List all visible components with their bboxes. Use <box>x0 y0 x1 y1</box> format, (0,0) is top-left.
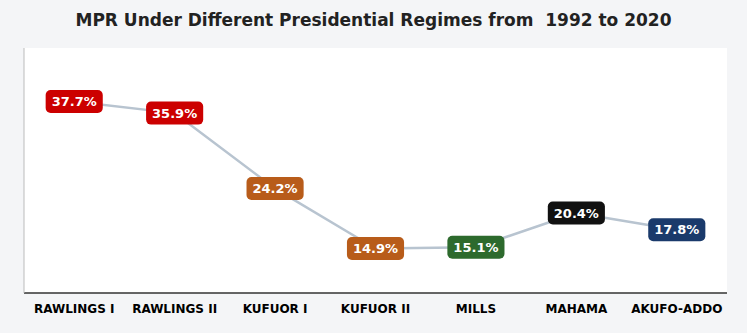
x-tick-label: KUFUOR I <box>243 302 308 316</box>
data-label: 14.9% <box>353 241 398 256</box>
x-tick-label: KUFUOR II <box>341 302 410 316</box>
data-label: 37.7% <box>52 94 97 109</box>
x-tick-label: RAWLINGS I <box>34 302 115 316</box>
x-tick-label: RAWLINGS II <box>132 302 217 316</box>
label-box <box>548 202 605 225</box>
x-tick-label: MAHAMA <box>545 302 608 316</box>
label-box <box>648 218 705 241</box>
data-label: 15.1% <box>453 240 498 255</box>
data-label: 20.4% <box>554 206 599 221</box>
plot-area <box>24 48 727 293</box>
label-box <box>146 102 203 125</box>
label-box <box>447 236 504 259</box>
x-axis-line <box>24 292 727 294</box>
label-box <box>347 237 404 260</box>
data-label: 35.9% <box>152 106 197 121</box>
x-tick-label: MILLS <box>456 302 496 316</box>
plot-marks <box>74 102 677 249</box>
data-label: 17.8% <box>654 222 699 237</box>
title: MPR Under Different Presidential Regimes… <box>75 10 671 30</box>
label-box <box>46 90 103 113</box>
y-axis-line <box>24 48 25 293</box>
data-labels: 37.7% 35.9% 24.2% 14.9% 15.1% 20.4% 17.8% <box>46 90 706 260</box>
label-box <box>247 177 304 200</box>
x-tick-label: AKUFO-ADDO <box>631 302 722 316</box>
chart: MPR Under Different Presidential Regimes… <box>0 0 747 333</box>
line <box>74 102 677 249</box>
data-label: 24.2% <box>253 181 298 196</box>
